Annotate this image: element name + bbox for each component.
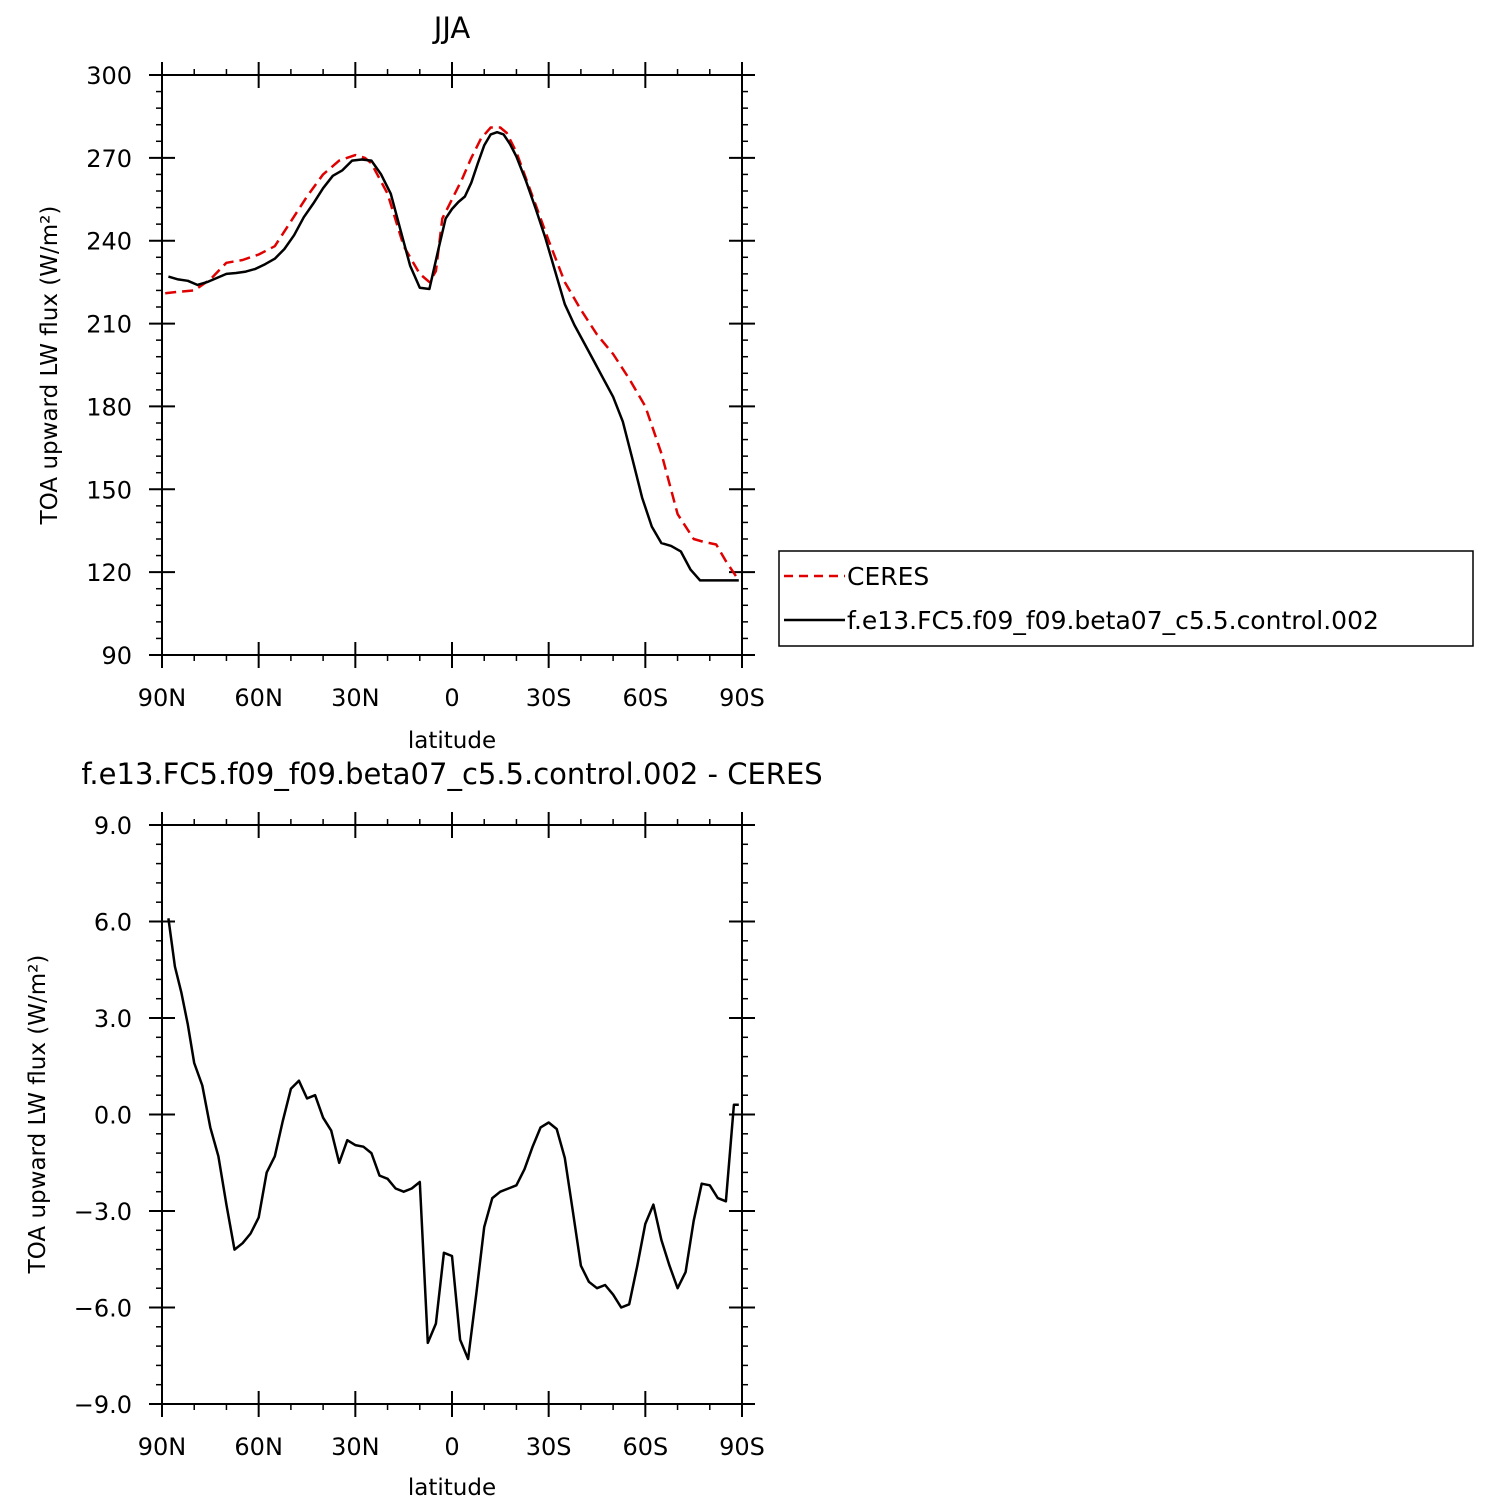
bottom-series-line-0: [167, 918, 739, 1361]
top-y-tick-label: 90: [101, 642, 132, 670]
top-x-axis-label: latitude: [408, 728, 496, 754]
bottom-y-tick-label: 9.0: [94, 812, 132, 840]
top-x-tick-label: 90S: [719, 684, 765, 712]
top-y-tick-label: 120: [86, 559, 132, 587]
legend-model-label: f.e13.FC5.f09_f09.beta07_c5.5.control.00…: [847, 606, 1379, 635]
bottom-series-group: [167, 918, 739, 1361]
bottom-axes: 90N 60N 30N 0 30S 60S 90S −9.0 −6.0 −3.0 0.0 3.0 6.0…: [74, 812, 765, 1461]
top-y-tick-label: 180: [86, 393, 132, 421]
bottom-y-axis-label: TOA upward LW flux (W/m²): [25, 955, 51, 1275]
bottom-x-tick-label: 60S: [622, 1433, 668, 1461]
bottom-x-tick-label: 30S: [526, 1433, 572, 1461]
bottom-x-tick-label: 90S: [719, 1433, 765, 1461]
top-y-tick-label: 150: [86, 476, 132, 504]
top-x-tick-label: 60N: [234, 684, 283, 712]
top-y-tick-label: 300: [86, 62, 132, 90]
top-series-line-0: [165, 126, 740, 582]
top-y-tick-label: 210: [86, 311, 132, 339]
legend: CERES f.e13.FC5.f09_f09.beta07_c5.5.cont…: [778, 550, 1474, 647]
top-y-axis-label: TOA upward LW flux (W/m²): [37, 206, 63, 526]
bottom-y-tick-label: 6.0: [94, 909, 132, 937]
bottom-x-tick-label: 30N: [331, 1433, 380, 1461]
top-y-tick-label: 270: [86, 145, 132, 173]
top-y-tick-label: 240: [86, 228, 132, 256]
top-x-tick-label: 30N: [331, 684, 380, 712]
bottom-x-axis-label: latitude: [408, 1475, 496, 1501]
top-series-line-1: [168, 130, 739, 582]
bottom-panel: f.e13.FC5.f09_f09.beta07_c5.5.control.00…: [25, 757, 823, 1501]
top-series-group: [165, 126, 740, 582]
top-x-tick-label: 60S: [622, 684, 668, 712]
bottom-y-tick-label: 0.0: [94, 1102, 132, 1130]
bottom-y-tick-label: −6.0: [74, 1295, 132, 1323]
bottom-x-tick-label: 0: [444, 1433, 459, 1461]
bottom-chart-title-text: f.e13.FC5.f09_f09.beta07_c5.5.control.00…: [81, 757, 822, 791]
top-plot-frame: [161, 74, 743, 656]
bottom-plot-frame: [161, 824, 743, 1405]
top-axes: 90N 60N 30N 0 30S 60S 90S 90 120 150 180 210 240 270 3…: [86, 62, 765, 712]
bottom-chart-title: f.e13.FC5.f09_f09.beta07_c5.5.control.00…: [81, 757, 822, 791]
bottom-y-tick-label: −9.0: [74, 1391, 132, 1419]
bottom-x-tick-label: 60N: [234, 1433, 283, 1461]
legend-ceres-label: CERES: [847, 562, 929, 591]
bottom-y-tick-label: 3.0: [94, 1005, 132, 1033]
top-x-tick-label: 0: [444, 684, 459, 712]
top-panel: JJA 90N 60N 30N 0 30S 60S 90S 90 120 150 180 210 240…: [37, 11, 765, 754]
bottom-y-tick-label: −3.0: [74, 1198, 132, 1226]
legend-box: [778, 550, 1474, 647]
top-chart-title: JJA: [432, 11, 471, 45]
top-x-tick-label: 90N: [138, 684, 187, 712]
bottom-x-tick-label: 90N: [138, 1433, 187, 1461]
top-x-tick-label: 30S: [526, 684, 572, 712]
